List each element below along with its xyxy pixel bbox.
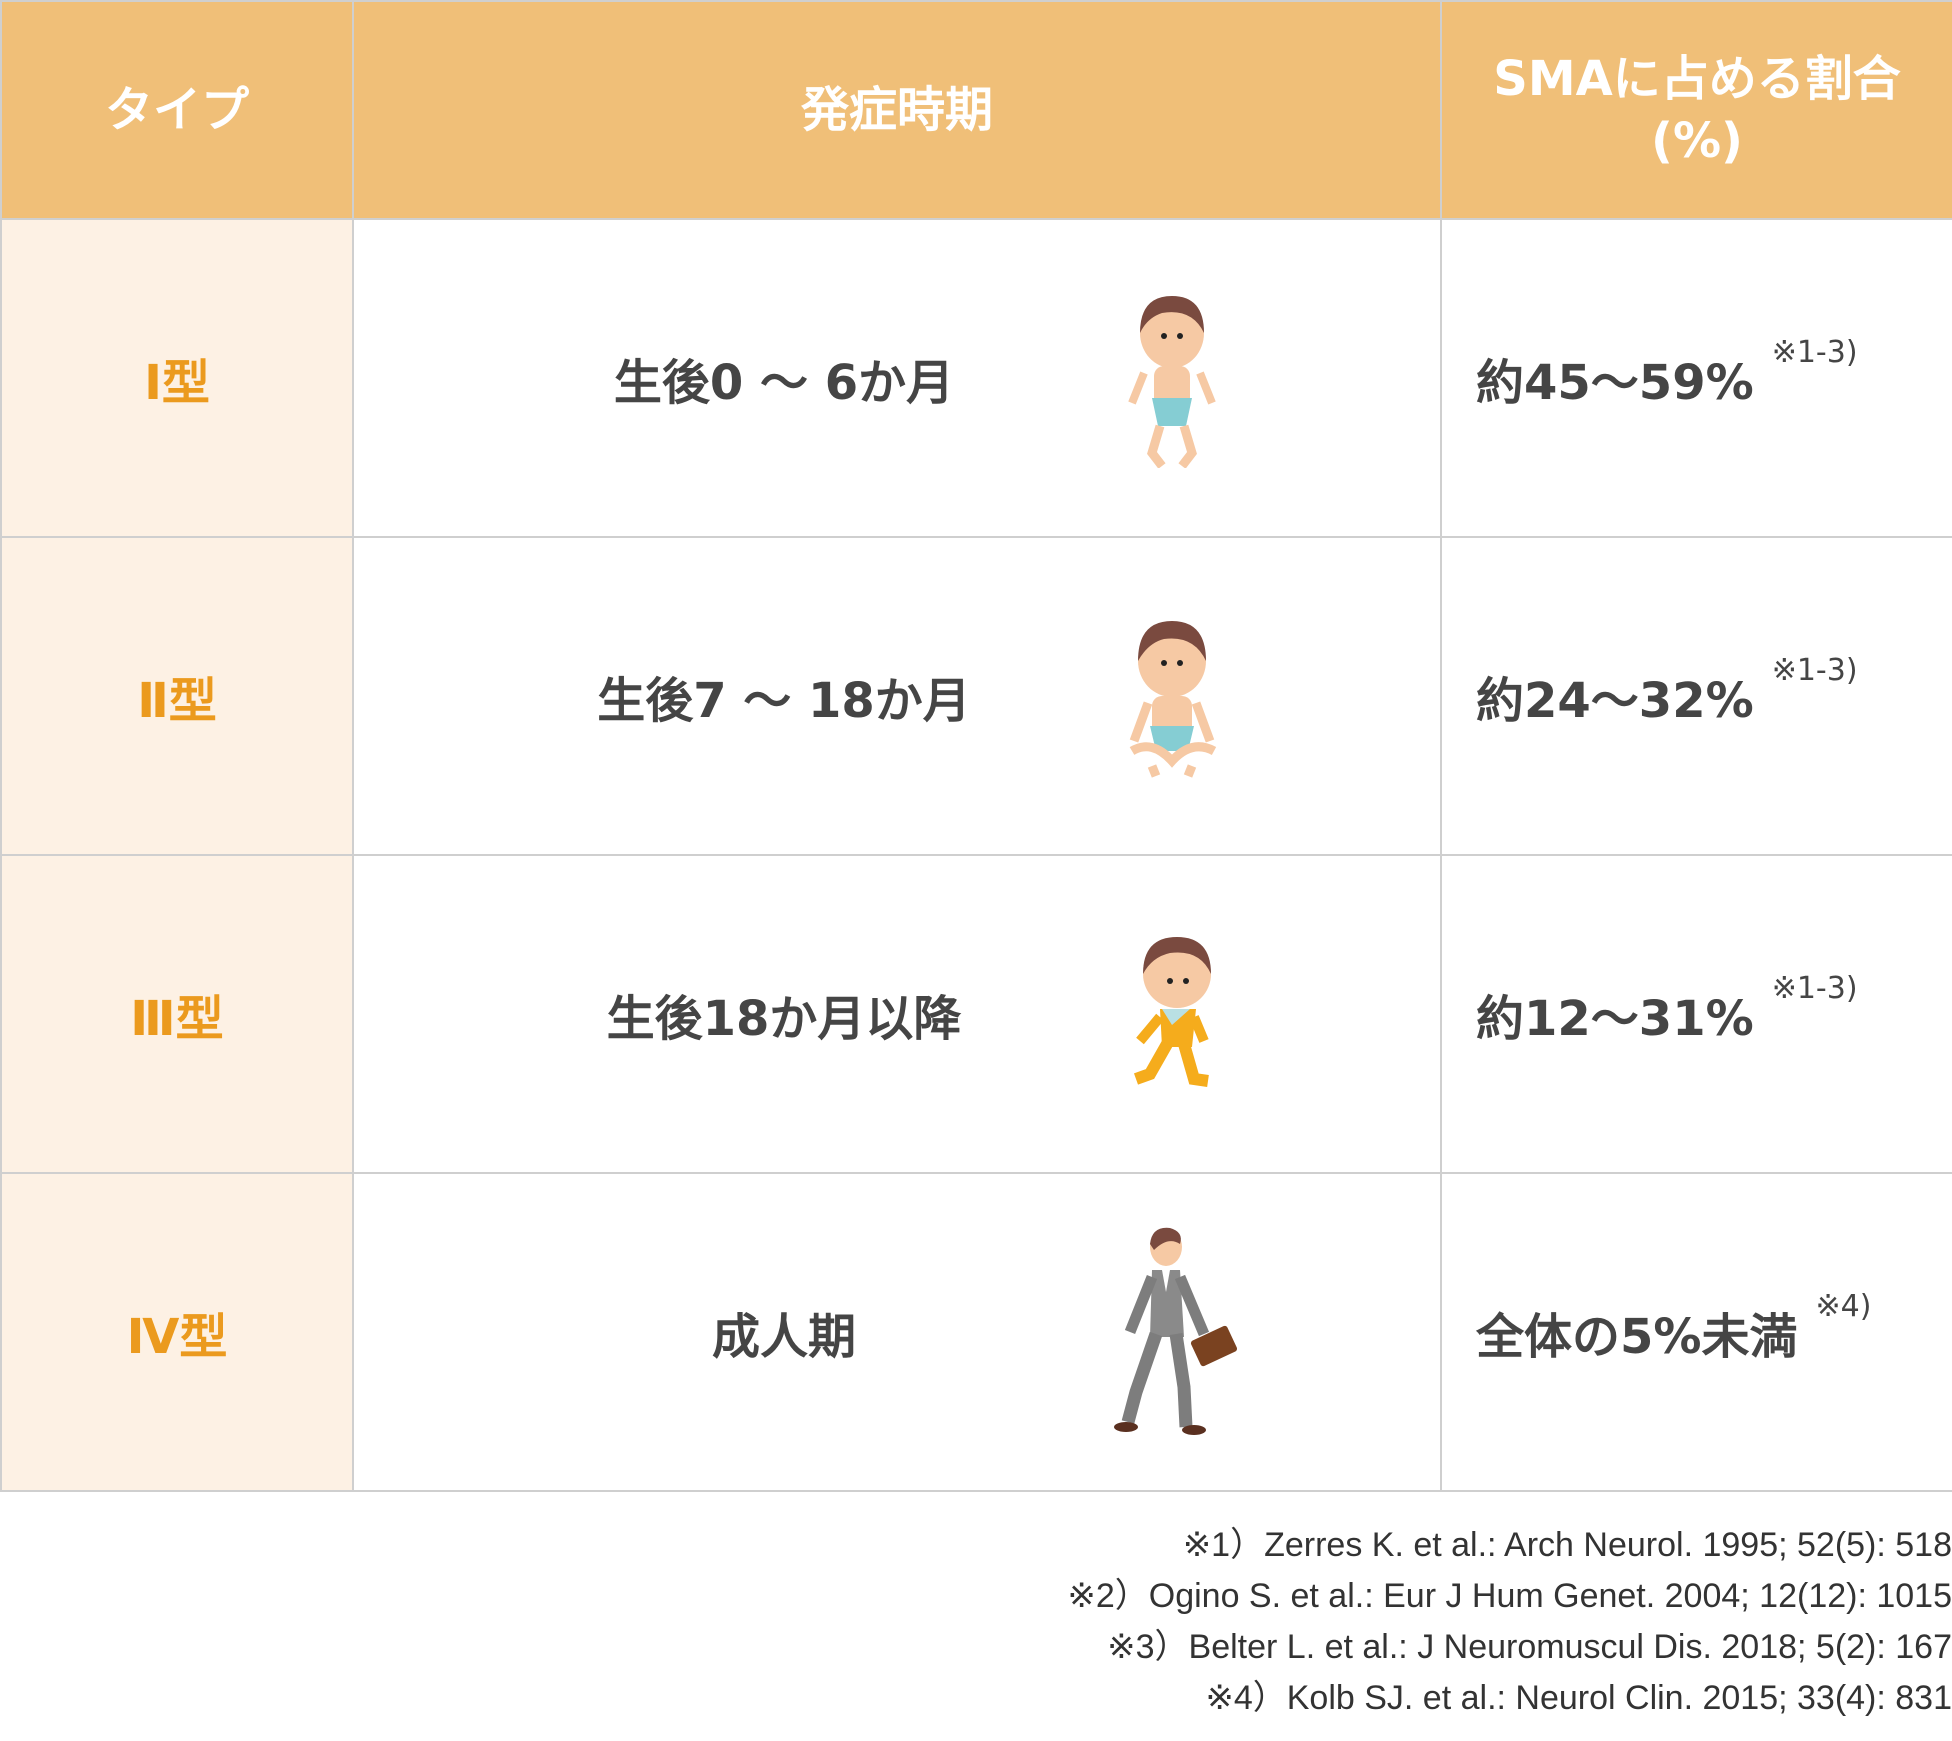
ratio-value: 約24～32% [1476,673,1754,729]
table-row: Ⅲ型 生後18か月以降 約12～31% ※1-3) [0,854,1952,1174]
footnote: ※2）Ogino S. et al.: Eur J Hum Genet. 200… [1067,1577,1952,1615]
baby-lying-icon [1128,296,1216,468]
table-header-row: タイプ 発症時期 SMAに占める割合 (%) [0,0,1952,220]
onset-text: 生後18か月以降 [606,991,962,1047]
ratio-value: 約12～31% [1476,991,1754,1047]
ratio-cell: 約45～59% ※1-3) [1440,218,1952,538]
ratio-value: 全体の5%未満 [1476,1309,1798,1365]
ratio-cell: 全体の5%未満 ※4) [1440,1172,1952,1492]
ratio-cell: 約12～31% ※1-3) [1440,854,1952,1174]
reference-mark: ※1-3) [1771,653,1858,688]
table-row: Ⅰ型 生後0 ～ 6か月 約45～59% ※1-3) [0,218,1952,538]
toddler-walking-icon [1133,937,1211,1087]
type-cell: Ⅰ型 [0,218,354,538]
footnote: ※1）Zerres K. et al.: Arch Neurol. 1995; … [1182,1526,1952,1564]
table-row: Ⅳ型 成人期 全体の5%未満 ※4) [0,1172,1952,1492]
onset-cell: 生後7 ～ 18か月 [352,536,1442,856]
type-cell: Ⅳ型 [0,1172,354,1492]
type-cell: Ⅲ型 [0,854,354,1174]
header-type: タイプ [0,0,354,220]
type-cell: Ⅱ型 [0,536,354,856]
reference-mark: ※1-3) [1771,971,1858,1006]
onset-cell: 生後18か月以降 [352,854,1442,1174]
reference-mark: ※4) [1815,1289,1872,1324]
reference-mark: ※1-3) [1771,335,1858,370]
header-ratio: SMAに占める割合 (%) [1440,0,1952,220]
sma-types-table: タイプ 発症時期 SMAに占める割合 (%) Ⅰ型 生後0 ～ 6か月 約45～5… [0,0,1952,1492]
header-onset: 発症時期 [352,0,1442,220]
footnotes: ※1）Zerres K. et al.: Arch Neurol. 1995; … [1067,1520,1952,1724]
table-row: Ⅱ型 生後7 ～ 18か月 約24～32% ※1-3) [0,536,1952,856]
onset-cell: 成人期 [352,1172,1442,1492]
ratio-value: 約45～59% [1476,355,1754,411]
header-ratio-label: SMAに占める割合 [1493,50,1901,107]
onset-text: 生後7 ～ 18か月 [597,673,971,729]
header-ratio-unit: (%) [1651,113,1743,169]
onset-text: 成人期 [711,1309,856,1365]
footnote: ※4）Kolb SJ. et al.: Neurol Clin. 2015; 3… [1205,1679,1952,1717]
adult-walking-icon [1114,1227,1238,1435]
onset-text: 生後0 ～ 6か月 [613,355,955,411]
footnote: ※3）Belter L. et al.: J Neuromuscul Dis. … [1107,1628,1952,1666]
onset-cell: 生後0 ～ 6か月 [352,218,1442,538]
baby-sitting-icon [1129,621,1217,778]
ratio-cell: 約24～32% ※1-3) [1440,536,1952,856]
